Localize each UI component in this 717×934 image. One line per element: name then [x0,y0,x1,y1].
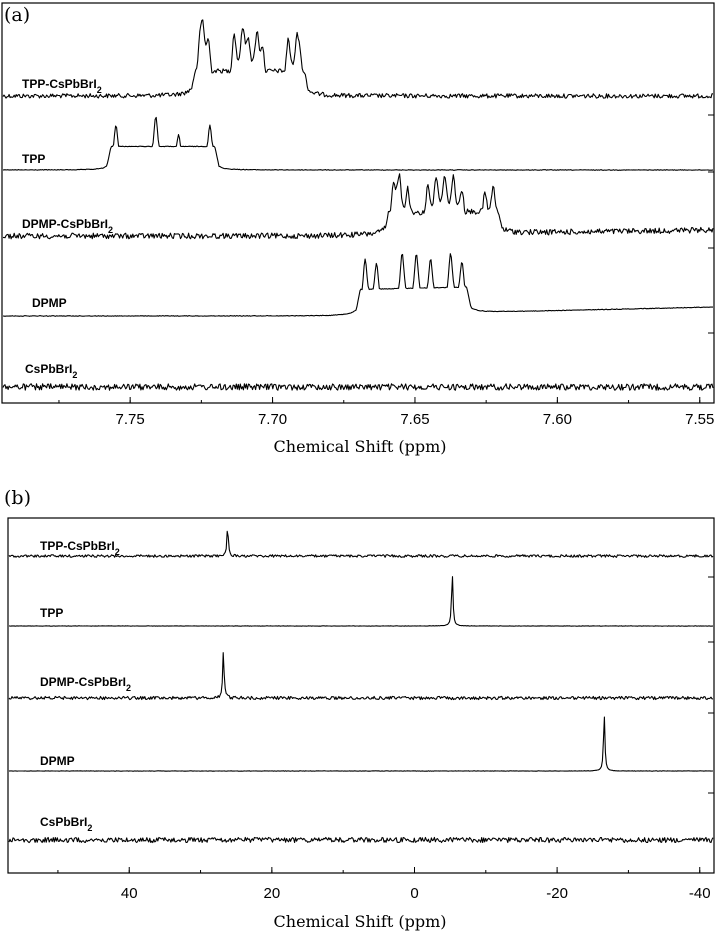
trace-label: DPMP-CsPbBrI2 [22,217,113,235]
trace-label: TPP [40,606,63,620]
trace-label-subscript: 2 [87,823,92,833]
x-tick-label: 40 [121,885,138,902]
trace-label-name: DPMP [32,296,67,310]
x-tick-label: 20 [264,885,281,902]
spectrum-trace [8,530,714,558]
trace-label-name: CsPbBrI [40,815,87,829]
trace-label-name: DPMP-CsPbBrI [40,675,126,689]
trace-label-subscript: 2 [126,683,131,693]
trace-label-name: CsPbBrI [25,362,72,376]
trace-label-subscript: 2 [115,547,120,557]
trace-label: CsPbBrI2 [40,815,92,833]
trace-label-name: DPMP [40,754,75,768]
trace-label: DPMP [32,296,67,310]
x-tick-label: 7.65 [400,411,429,428]
trace-label-name: TPP [22,152,45,166]
panel-a-label: (a) [4,4,30,26]
panel-a-x-axis-label: Chemical Shift (ppm) [274,437,447,456]
spectrum-trace [8,716,713,772]
trace-label-subscript: 2 [72,370,77,380]
x-tick-label: -20 [546,885,568,902]
trace-label-name: TPP-CsPbBrI [40,539,115,553]
trace-label-name: TPP [40,606,63,620]
spectrum-trace [2,19,713,99]
panel-b-x-axis-label: Chemical Shift (ppm) [274,912,447,931]
trace-label: TPP-CsPbBrI2 [40,539,120,557]
trace-label: CsPbBrI2 [25,362,77,380]
spectrum-trace [8,836,714,844]
x-tick-label: -40 [689,885,711,902]
trace-label: DPMP [40,754,75,768]
spectrum-trace [3,116,714,171]
spectrum-trace [2,253,713,317]
x-tick-label: 7.60 [543,411,572,428]
trace-label-name: TPP-CsPbBrI [22,77,97,91]
trace-label-subscript: 2 [97,85,102,95]
spectrum-trace [2,173,714,240]
plot-frame [1,2,715,404]
panel-b-plot: 40 20 0 -20 -40TPP-CsPbBrI2TPPDPMP-CsPbBrI2D… [7,517,715,902]
panel-b-label: (b) [4,487,31,509]
spectrum-trace [2,383,714,391]
panel-a-plot: 7.75 7.70 7.65 7.60 7.55TPP-CsPbBrI2TPPDPMP-… [1,2,715,428]
spectrum-trace [8,576,713,627]
x-tick-label: 7.70 [258,411,287,428]
x-tick-label: 7.55 [685,411,714,428]
spectrum-trace [8,652,714,701]
trace-label-subscript: 2 [108,225,113,235]
x-tick-label: 7.75 [116,411,145,428]
trace-label: TPP [22,152,45,166]
x-tick-label: 0 [410,885,418,902]
plot-frame [7,517,715,874]
trace-label-name: DPMP-CsPbBrI [22,217,108,231]
trace-label: DPMP-CsPbBrI2 [40,675,131,693]
trace-label: TPP-CsPbBrI2 [22,77,102,95]
